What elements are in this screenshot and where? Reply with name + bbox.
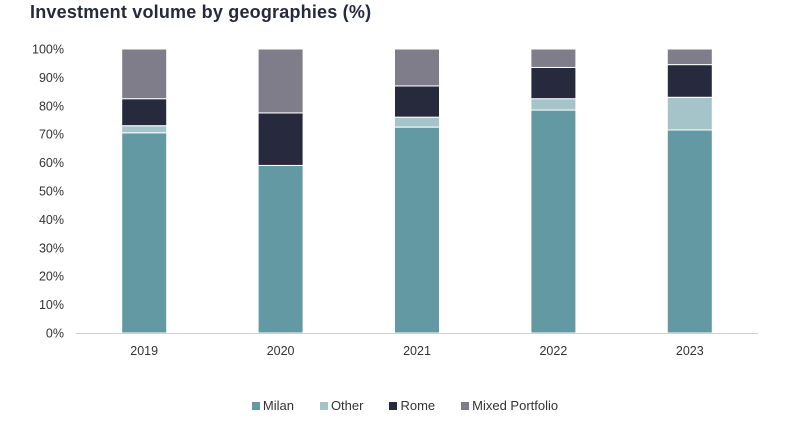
y-tick-label: 0%: [46, 327, 64, 341]
x-tick-label: 2021: [403, 344, 431, 358]
legend-label: Rome: [400, 398, 436, 413]
legend-swatch: [319, 401, 328, 410]
bar-milan-2021: [394, 126, 440, 334]
bar-other-2019: [121, 125, 168, 134]
bar-mixed-portfolio-2022: [530, 48, 577, 68]
y-tick-label: 100%: [32, 43, 64, 57]
x-tick-label: 2019: [130, 344, 158, 358]
y-tick-label: 80%: [39, 99, 64, 113]
legend-swatch: [461, 401, 470, 410]
legend-item: Milan: [251, 398, 294, 413]
bar-mixed-portfolio-2020: [257, 48, 304, 114]
y-tick-label: 20%: [39, 270, 64, 284]
chart-title: Investment volume by geographies (%): [30, 2, 372, 22]
bar-mixed-portfolio-2019: [121, 48, 168, 100]
legend-label: Other: [330, 398, 364, 413]
y-tick-label: 50%: [39, 185, 64, 199]
bar-rome-2020: [257, 112, 304, 166]
y-tick-label: 90%: [39, 71, 64, 85]
y-tick-label: 40%: [39, 213, 64, 227]
legend-item: Mixed Portfolio: [461, 398, 558, 413]
bar-milan-2022: [530, 109, 577, 334]
x-tick-label: 2020: [267, 344, 295, 358]
x-tick-label: 2022: [539, 344, 567, 358]
y-tick-label: 60%: [39, 156, 64, 170]
bar-other-2023: [666, 96, 713, 131]
y-tick-label: 10%: [39, 298, 64, 312]
legend-item: Rome: [389, 398, 435, 413]
legend: Milan Other Rome Mixed Portfolio: [0, 398, 810, 413]
bar-rome-2021: [394, 85, 440, 118]
legend-label: Mixed Portfolio: [472, 398, 559, 413]
bar-rome-2023: [666, 64, 713, 98]
bar-mixed-portfolio-2023: [666, 48, 713, 66]
x-tick-label: 2023: [676, 344, 704, 358]
bar-milan-2020: [257, 164, 304, 334]
bar-mixed-portfolio-2021: [394, 48, 440, 87]
legend-swatch: [251, 401, 260, 410]
bar-rome-2019: [121, 98, 168, 127]
legend-label: Milan: [262, 398, 294, 413]
chart-plot: 0% 10% 20% 30% 40% 50% 60% 70% 80% 90% 100% 2019 20…: [32, 43, 758, 358]
bar-other-2021: [394, 116, 440, 128]
legend-item: Other: [319, 398, 364, 413]
bar-milan-2019: [121, 132, 168, 334]
bar-other-2022: [530, 98, 577, 111]
bar-rome-2022: [530, 66, 577, 100]
y-tick-label: 70%: [39, 128, 64, 142]
legend-swatch: [389, 401, 398, 410]
bar-milan-2023: [666, 129, 713, 334]
y-tick-label: 30%: [39, 241, 64, 255]
